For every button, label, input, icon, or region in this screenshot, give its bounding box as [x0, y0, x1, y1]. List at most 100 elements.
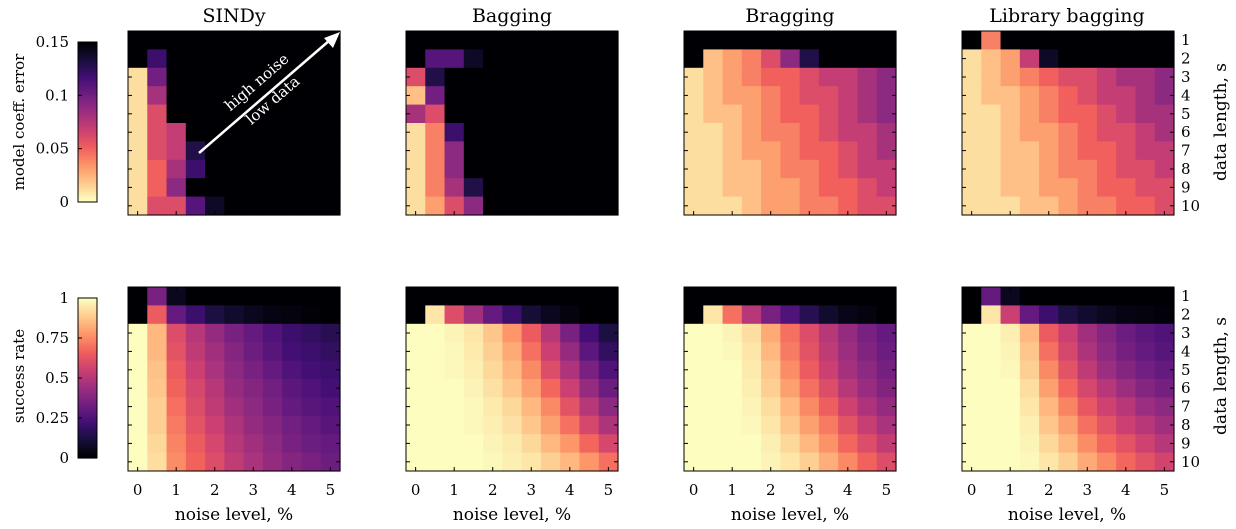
heatmap-cell	[282, 379, 302, 398]
heatmap-cell	[464, 397, 484, 416]
heatmap-cell	[1020, 361, 1040, 380]
heatmap-cell	[205, 105, 225, 124]
heatmap-cell	[263, 379, 283, 398]
heatmap-cell	[167, 86, 187, 105]
heatmap-cell	[425, 31, 445, 50]
y-tick-label: 4	[1181, 86, 1191, 104]
heatmap-cell	[244, 49, 264, 68]
heatmap-cell	[1001, 361, 1021, 380]
heatmap-cell	[761, 49, 781, 68]
heatmap-cell	[147, 68, 167, 87]
heatmap-cell	[1058, 361, 1078, 380]
heatmap-cell	[1001, 416, 1021, 435]
heatmap-cell	[1058, 416, 1078, 435]
heatmap-cell	[483, 123, 503, 142]
heatmap-cell	[425, 324, 445, 343]
heatmap-cell	[1097, 160, 1117, 179]
heatmap-cell	[301, 68, 321, 87]
colorbar-tick-label: 0.25	[36, 409, 69, 427]
heatmap-cell	[1039, 49, 1059, 68]
heatmap-cell	[147, 305, 167, 324]
heatmap-cell	[263, 361, 283, 380]
heatmap-cell	[1097, 49, 1117, 68]
heatmap-cell	[1078, 141, 1098, 160]
x-tick-label: 5	[1160, 481, 1170, 499]
title-sindy: SINDy	[202, 5, 265, 27]
heatmap-cell	[282, 342, 302, 361]
heatmap-cell	[838, 86, 858, 105]
heatmap-cell	[445, 434, 465, 453]
xlabel-bagging: noise level, %	[453, 505, 571, 525]
x-tick-label: 5	[326, 481, 336, 499]
heatmap-cell	[464, 305, 484, 324]
heatmap-cell	[464, 123, 484, 142]
heatmap-cell	[282, 305, 302, 324]
y-tick-label: 10	[1181, 453, 1200, 471]
heatmap-cell	[1058, 178, 1078, 197]
heatmap-cell	[263, 305, 283, 324]
heatmap-cell	[541, 361, 561, 380]
heatmap-cell	[742, 31, 762, 50]
heatmap-cell	[1001, 305, 1021, 324]
x-tick-label: 4	[1121, 481, 1131, 499]
y-tick-label: 9	[1181, 434, 1191, 452]
heatmap-cell	[1135, 68, 1155, 87]
x-tick-label: 2	[210, 481, 220, 499]
x-tick-label: 1	[449, 481, 459, 499]
heatmap-cell	[742, 379, 762, 398]
heatmap-cell	[703, 197, 723, 216]
heatmap-cell	[579, 305, 599, 324]
heatmap-cell	[560, 324, 580, 343]
heatmap-cell	[780, 86, 800, 105]
heatmap-cell	[186, 434, 206, 453]
heatmap-cell	[981, 453, 1001, 472]
heatmap-error-4: 12345678910	[962, 31, 1200, 216]
heatmap-cell	[780, 324, 800, 343]
heatmap-cell	[541, 416, 561, 435]
heatmap-cell	[819, 416, 839, 435]
heatmap-success-1: 012345	[128, 287, 341, 499]
heatmap-cell	[205, 397, 225, 416]
heatmap-cell	[244, 342, 264, 361]
heatmap-cell	[282, 123, 302, 142]
heatmap-cell	[819, 434, 839, 453]
heatmap-cell	[560, 49, 580, 68]
y-tick-label: 5	[1181, 105, 1191, 123]
heatmap-cell	[981, 305, 1001, 324]
heatmap-cell	[186, 416, 206, 435]
heatmap-cell	[761, 160, 781, 179]
y-tick-label: 6	[1181, 379, 1191, 397]
heatmap-cell	[1020, 123, 1040, 142]
heatmap-cell	[445, 342, 465, 361]
heatmap-cell	[263, 416, 283, 435]
heatmap-cell	[263, 324, 283, 343]
heatmap-cell	[1097, 68, 1117, 87]
colorbar-model-coeff-error: 00.050.10.15	[36, 33, 97, 211]
heatmap-cell	[1097, 178, 1117, 197]
heatmap-cell	[579, 197, 599, 216]
heatmap-cell	[502, 68, 522, 87]
heatmap-cell	[425, 342, 445, 361]
heatmap-cell	[502, 287, 522, 306]
heatmap-cell	[742, 305, 762, 324]
heatmap-cell	[205, 49, 225, 68]
heatmap-cell	[800, 361, 820, 380]
heatmap-cell	[224, 453, 244, 472]
heatmap-cell	[1020, 287, 1040, 306]
heatmap-cell	[1039, 178, 1059, 197]
y-tick-label: 10	[1181, 197, 1200, 215]
heatmap-cell	[1116, 342, 1136, 361]
heatmap-cell	[780, 416, 800, 435]
heatmap-cell	[425, 141, 445, 160]
heatmap-cell	[425, 123, 445, 142]
heatmap-cell	[301, 305, 321, 324]
heatmap-cell	[445, 141, 465, 160]
heatmap-cell	[1020, 453, 1040, 472]
heatmap-cell	[838, 379, 858, 398]
heatmap-cell	[301, 379, 321, 398]
heatmap-cell	[282, 397, 302, 416]
heatmap-cell	[1020, 305, 1040, 324]
heatmap-cell	[1116, 141, 1136, 160]
heatmap-cell	[1116, 123, 1136, 142]
heatmap-cell	[445, 416, 465, 435]
